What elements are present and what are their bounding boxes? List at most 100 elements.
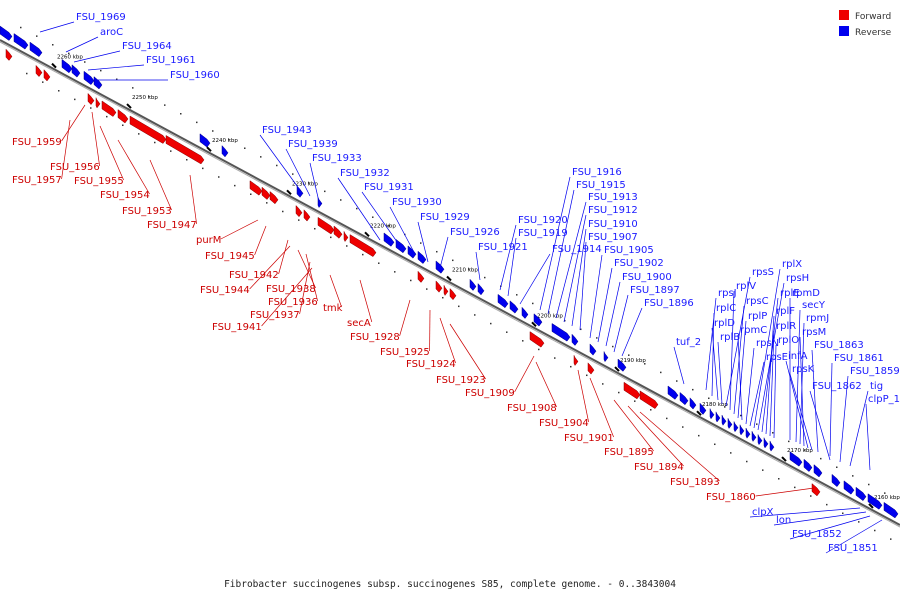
reverse-leader	[749, 507, 861, 518]
forward-gene-label: FSU_1860	[706, 492, 756, 503]
reverse-gene-label: FSU_1920	[518, 215, 568, 226]
reverse-gene	[699, 402, 707, 415]
minor-tick	[660, 371, 662, 374]
minor-tick	[836, 466, 838, 469]
axis-tick: 2200 kbp	[531, 313, 563, 328]
forward-leader	[278, 239, 289, 275]
forward-gene-label: FSU_1936	[268, 297, 318, 308]
minor-tick	[522, 340, 524, 342]
reverse-gene-label: rplO	[778, 335, 799, 346]
reverse-leader	[745, 347, 755, 425]
reverse-leader	[579, 241, 587, 331]
minor-tick	[612, 345, 614, 348]
forward-gene-label: FSU_1942	[229, 270, 279, 281]
forward-gene-label: FSU_1944	[200, 285, 250, 296]
reverse-gene	[751, 431, 757, 442]
reverse-leader	[769, 330, 775, 437]
forward-leader	[149, 159, 172, 211]
minor-tick	[356, 207, 358, 210]
minor-tick	[388, 225, 390, 227]
reverse-gene	[721, 414, 727, 426]
forward-gene	[261, 186, 271, 200]
reverse-gene-label: clpP_1	[868, 394, 900, 405]
minor-tick	[340, 199, 342, 201]
reverse-leader	[613, 294, 629, 353]
minor-tick	[260, 156, 262, 158]
minor-tick	[538, 348, 540, 351]
reverse-leader	[809, 390, 831, 461]
reverse-gene	[843, 480, 855, 495]
minor-tick	[474, 314, 476, 316]
forward-gene	[129, 115, 167, 144]
minor-tick	[100, 69, 102, 72]
reverse-gene-label: FSU_1964	[122, 41, 172, 52]
minor-tick	[714, 443, 716, 446]
minor-tick	[564, 319, 566, 322]
tick-label: 2260 kbp	[57, 55, 83, 61]
forward-gene	[35, 64, 43, 78]
reverse-leader	[309, 162, 321, 207]
forward-gene	[317, 216, 335, 235]
minor-tick	[890, 538, 892, 540]
reverse-gene-label: aroC	[100, 27, 123, 38]
reverse-gene	[93, 76, 103, 90]
minor-tick	[84, 61, 86, 63]
tick-label: 2240 kbp	[212, 138, 238, 144]
minor-tick	[634, 400, 636, 402]
reverse-leader	[789, 515, 871, 540]
forward-leader	[305, 253, 318, 302]
minor-tick	[164, 104, 166, 106]
forward-gene	[101, 100, 117, 117]
reverse-leader	[259, 134, 301, 191]
reverse-gene-label: secY	[802, 300, 826, 311]
minor-tick	[852, 475, 854, 477]
reverse-leader	[361, 191, 401, 247]
forward-gene-label: FSU_1909	[465, 388, 515, 399]
forward-gene	[811, 483, 821, 497]
forward-gene-label: FSU_1953	[122, 206, 172, 217]
forward-leader	[254, 225, 267, 256]
minor-tick	[772, 432, 774, 434]
reverse-gene-label: tuf_2	[676, 337, 701, 348]
reverse-gene-label: FSU_1932	[340, 168, 390, 179]
minor-tick	[36, 35, 38, 37]
reverse-gene	[477, 282, 485, 296]
reverse-leader	[589, 254, 603, 339]
forward-leader	[99, 125, 124, 181]
minor-tick	[884, 492, 886, 494]
reverse-gene-label: rpsK	[792, 364, 815, 375]
minor-tick	[202, 167, 204, 170]
reverse-gene	[831, 473, 841, 488]
reverse-gene	[296, 185, 304, 198]
reverse-gene-label: rplF	[776, 306, 795, 317]
minor-tick	[58, 90, 60, 92]
reverse-leader	[73, 50, 121, 63]
reverse-gene-label: rplP	[748, 311, 767, 322]
forward-leader	[189, 174, 197, 225]
forward-gene	[249, 180, 263, 196]
minor-tick	[868, 483, 870, 486]
reverse-gene	[603, 351, 609, 363]
minor-tick	[804, 449, 806, 451]
reverse-gene	[715, 411, 721, 423]
reverse-gene	[689, 397, 697, 410]
reverse-gene-label: FSU_1859	[850, 366, 900, 377]
minor-tick	[90, 107, 92, 109]
axis-tick: 2160 kbp	[868, 495, 900, 509]
legend-reverse-label: Reverse	[855, 28, 892, 38]
minor-tick	[724, 406, 726, 408]
forward-leader	[439, 317, 456, 364]
minor-tick	[20, 26, 22, 29]
reverse-gene	[803, 458, 813, 472]
forward-leader	[61, 104, 86, 142]
forward-leader	[329, 274, 342, 308]
reverse-gene-label: infA	[788, 351, 808, 362]
minor-tick	[506, 331, 508, 333]
reverse-gene	[679, 391, 689, 406]
minor-tick	[68, 52, 70, 55]
forward-leader	[117, 139, 150, 195]
minor-tick	[516, 294, 518, 296]
forward-gene	[435, 280, 443, 293]
reverse-gene	[71, 64, 81, 78]
